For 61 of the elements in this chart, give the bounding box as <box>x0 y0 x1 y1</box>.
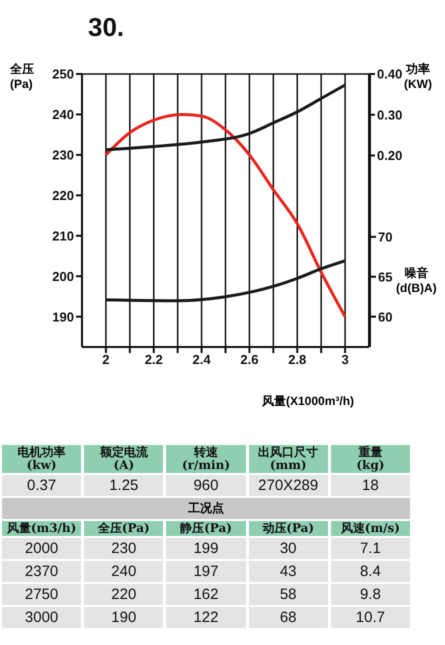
text: 10.7 <box>356 609 385 626</box>
text: 220 <box>111 586 136 603</box>
text: 240 <box>111 563 136 580</box>
text: 重量 (kg) <box>356 445 384 472</box>
x-tick-label: 2.8 <box>288 352 306 368</box>
y-tick-label: 220 <box>52 188 74 203</box>
y2-tick-label: 0.40 <box>377 66 402 82</box>
y2-axis-title: 功率 (KW) <box>404 62 432 91</box>
text: 风量(m3/h) <box>6 521 76 535</box>
x-tick-label: 2.6 <box>240 352 258 368</box>
y-tick-label: 250 <box>52 66 74 82</box>
text: 工况点 <box>188 501 224 515</box>
chart-title: 30. <box>88 12 124 42</box>
text: 190 <box>111 609 136 626</box>
text: 7.1 <box>360 540 381 557</box>
x-tick-label: 2.4 <box>192 352 212 368</box>
text: 270X289 <box>258 477 318 494</box>
text: 2370 <box>24 563 58 580</box>
x-tick-label: 2 <box>102 352 110 368</box>
x-tick-label: 3 <box>341 352 349 368</box>
y3-axis-title: 噪音 (d(B)A) <box>396 266 437 295</box>
y-tick-label: 240 <box>52 107 74 122</box>
text: 2000 <box>24 540 58 557</box>
text: 0.37 <box>26 477 56 494</box>
y-axis-title: 全压 (Pa) <box>10 62 34 91</box>
text: 动压(Pa) <box>262 521 314 535</box>
text: 8.4 <box>360 563 381 580</box>
y-tick-label: 210 <box>52 228 74 244</box>
text: 162 <box>193 586 218 603</box>
y3-tick-label: 60 <box>378 309 392 324</box>
text: 3000 <box>24 609 58 626</box>
line-series <box>104 112 347 318</box>
text: 43 <box>280 563 297 580</box>
y2-tick-label: 0.30 <box>377 107 402 122</box>
text: 转速 (r/min) <box>182 445 230 472</box>
text: 122 <box>193 609 218 626</box>
text: 电机功率 (kw) <box>18 445 66 472</box>
y-tick-label: 230 <box>52 148 74 163</box>
text: 额定电流 (A) <box>100 445 148 472</box>
text: 197 <box>193 563 218 580</box>
x-tick-label: 2.2 <box>144 352 163 368</box>
text: 2750 <box>24 586 58 603</box>
text: 9.8 <box>360 586 381 603</box>
text: 30 <box>280 540 297 557</box>
y3-tick-label: 65 <box>378 269 392 284</box>
y-tick-label: 200 <box>52 268 74 284</box>
y3-tick-label: 70 <box>378 229 392 244</box>
text: 全压(Pa) <box>98 521 150 535</box>
text: 静压(Pa) <box>180 521 232 535</box>
x-axis-title: 风量(X1000m³/h) <box>262 394 354 408</box>
text: 960 <box>193 477 218 494</box>
text: 出风口尺寸(mm) <box>258 445 318 472</box>
text: 230 <box>111 540 136 557</box>
y2-tick-label: 0.20 <box>377 148 402 164</box>
text: 199 <box>193 540 218 557</box>
text: 1.25 <box>109 477 138 494</box>
text: 18 <box>362 477 379 494</box>
y-tick-label: 190 <box>52 309 74 324</box>
text: 风速(m/s) <box>340 521 400 535</box>
text: 58 <box>280 586 297 603</box>
text: 68 <box>280 609 297 626</box>
